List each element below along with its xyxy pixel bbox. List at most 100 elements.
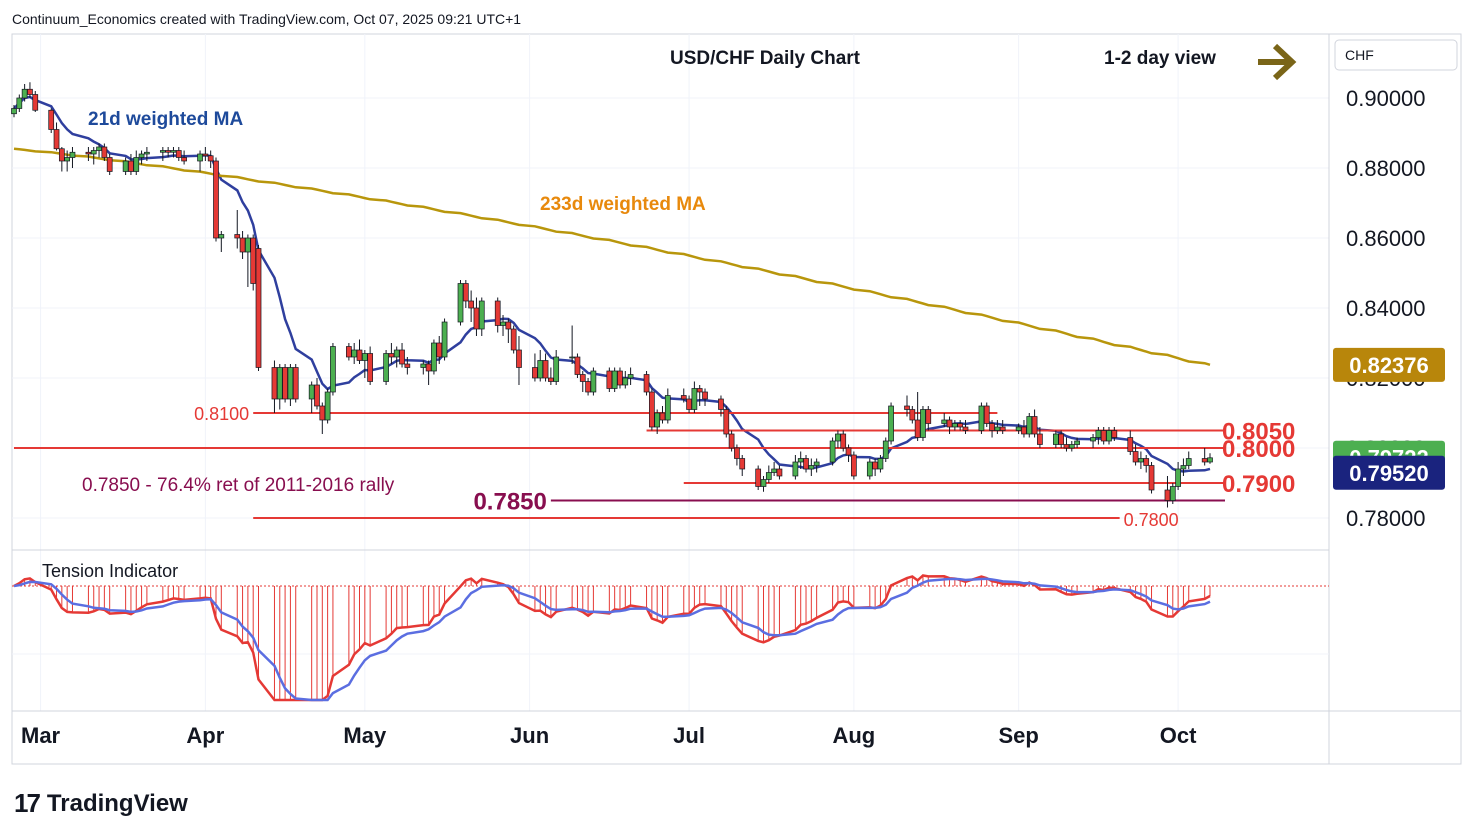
time-tick-label: Mar: [21, 723, 61, 748]
candle-body: [1015, 426, 1022, 431]
indicator-slow-line: [13, 577, 1211, 702]
candle-body: [388, 353, 395, 358]
candle-body: [239, 237, 246, 253]
candle-body: [734, 447, 740, 459]
candle-body: [425, 363, 432, 372]
candle-body: [957, 423, 964, 428]
candle-body: [797, 458, 804, 463]
candle-body: [888, 405, 894, 442]
candle-body: [952, 423, 958, 428]
time-tick-label: Jul: [673, 723, 705, 748]
candle-body: [680, 395, 687, 400]
candle-body: [404, 363, 411, 368]
time-tick-label: Oct: [1160, 723, 1197, 748]
currency-box[interactable]: [1334, 39, 1458, 71]
time-tick-label: Apr: [186, 723, 224, 748]
level-label: 0.7850: [473, 489, 546, 516]
tradingview-logo[interactable]: 17 TradingView: [14, 788, 188, 819]
price-badge-label: 0.82376: [1349, 353, 1429, 378]
candle-body: [840, 433, 847, 449]
candle-body: [590, 370, 597, 393]
candle-body: [542, 360, 549, 379]
candle-body: [144, 151, 150, 155]
candle-body: [1148, 465, 1155, 491]
candle-body: [696, 388, 703, 393]
candle-body: [361, 353, 368, 361]
ma233-line: [13, 147, 1211, 366]
candle-body: [468, 300, 474, 309]
candle-body: [393, 349, 400, 358]
candle-body: [771, 468, 777, 473]
candle-body: [64, 157, 71, 162]
candle-body: [346, 346, 352, 358]
candle-body: [276, 367, 283, 400]
candle-body: [128, 160, 134, 172]
candle-body: [202, 153, 209, 157]
candle-body: [755, 468, 762, 487]
candle-body: [1021, 426, 1027, 435]
candle-body: [946, 419, 953, 428]
retracement-annotation: 0.7850 - 76.4% ret of 2011-2016 rally: [82, 475, 395, 496]
candle-body: [494, 300, 501, 326]
level-label: 0.7900: [1222, 471, 1295, 498]
candle-body: [48, 109, 55, 130]
candle-body: [920, 409, 926, 438]
candle-body: [399, 349, 405, 365]
candle-body: [1100, 430, 1107, 442]
candle-body: [574, 356, 581, 375]
candle-body: [792, 461, 799, 477]
chart-title: USD/CHF Daily Chart: [670, 48, 861, 69]
candle-body: [654, 412, 661, 428]
candle-body: [324, 391, 331, 421]
candle-body: [606, 370, 613, 389]
ma233-label: 233d weighted MA: [540, 194, 706, 215]
candle-body: [420, 363, 427, 368]
candle-body: [367, 353, 373, 382]
candle-body: [27, 88, 33, 95]
candle-body: [1026, 416, 1033, 435]
candle-body: [739, 458, 746, 470]
price-tick-label: 0.88000: [1346, 156, 1426, 181]
candle-body: [1143, 458, 1150, 466]
candle-body: [53, 129, 60, 150]
price-tick-label: 0.90000: [1346, 86, 1426, 111]
view-label: 1-2 day view: [1104, 48, 1216, 69]
candle-body: [909, 409, 916, 421]
tradingview-wordmark: TradingView: [46, 789, 188, 817]
candle-body: [255, 248, 262, 368]
currency-label: CHF: [1345, 47, 1374, 63]
candle-body: [760, 479, 767, 487]
price-badge: [1333, 455, 1445, 490]
candle-body: [691, 388, 698, 410]
candle-body: [58, 148, 65, 162]
candle-body: [813, 461, 820, 466]
candle-body: [1074, 440, 1080, 445]
time-tick-label: Jun: [510, 723, 549, 748]
candle-body: [1207, 457, 1213, 463]
candle-body: [983, 405, 990, 424]
candle-body: [431, 342, 437, 372]
tradingview-logo-icon: 17: [14, 788, 41, 818]
candle-body: [319, 405, 326, 421]
candle-body: [845, 447, 852, 456]
candle-body: [457, 283, 464, 323]
candle-body: [851, 454, 857, 477]
candle-body: [1185, 458, 1192, 466]
price-tick-label: 0.84000: [1346, 296, 1426, 321]
candle-body: [962, 426, 969, 431]
candle-body: [510, 328, 517, 351]
candle-body: [1111, 430, 1118, 438]
level-label: 0.8000: [1222, 436, 1295, 463]
candle-body: [941, 419, 948, 424]
candle-body: [664, 395, 671, 421]
candle-body: [356, 349, 363, 361]
candle-body: [548, 377, 554, 382]
candle-body: [197, 153, 203, 162]
candle-body: [1090, 437, 1096, 442]
candle-body: [1058, 433, 1065, 445]
candle-body: [1031, 416, 1038, 435]
candle-body: [314, 384, 320, 407]
candle-body: [537, 360, 544, 379]
indicator-title: Tension Indicator: [42, 561, 178, 581]
candle-body: [478, 300, 485, 330]
